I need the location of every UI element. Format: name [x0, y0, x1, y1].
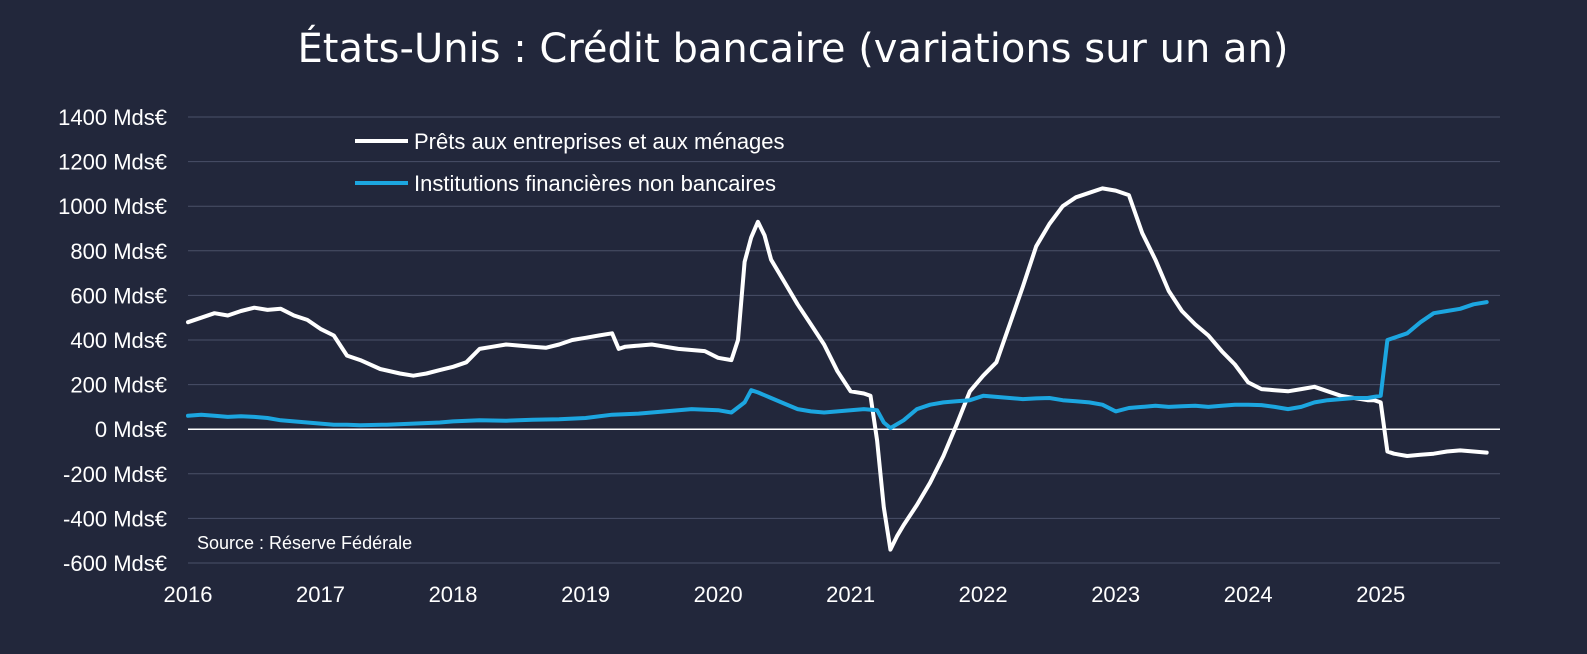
- x-tick-label: 2019: [561, 582, 610, 607]
- x-tick-label: 2025: [1356, 582, 1405, 607]
- y-tick-label: -200 Mds€: [63, 462, 167, 487]
- y-tick-label: 0 Mds€: [95, 417, 167, 442]
- y-tick-label: 400 Mds€: [70, 328, 167, 353]
- y-tick-label: -400 Mds€: [63, 506, 167, 531]
- series-line-nbfi: [186, 300, 1489, 431]
- y-tick-label: 1200 Mds€: [58, 150, 167, 175]
- y-tick-label: 1400 Mds€: [58, 105, 167, 130]
- x-tick-label: 2017: [296, 582, 345, 607]
- y-tick-label: 600 Mds€: [70, 283, 167, 308]
- source-note: Source : Réserve Fédérale: [197, 533, 412, 553]
- legend-label-nbfi: Institutions financières non bancaires: [414, 171, 776, 196]
- x-tick-label: 2018: [429, 582, 478, 607]
- x-tick-label: 2016: [164, 582, 213, 607]
- x-tick-label: 2020: [694, 582, 743, 607]
- series-lines: [186, 186, 1489, 552]
- y-tick-label: 800 Mds€: [70, 239, 167, 264]
- chart-title: États-Unis : Crédit bancaire (variations…: [298, 24, 1289, 72]
- x-axis: 2016 2017 2018 2019 2020 2021 2022 2023 2024 2025: [164, 582, 1406, 607]
- series-line-loans: [186, 186, 1489, 552]
- legend-label-loans: Prêts aux entreprises et aux ménages: [414, 129, 785, 154]
- x-tick-label: 2023: [1091, 582, 1140, 607]
- x-tick-label: 2022: [959, 582, 1008, 607]
- y-tick-label: -600 Mds€: [63, 551, 167, 576]
- x-tick-label: 2024: [1224, 582, 1273, 607]
- legend: Prêts aux entreprises et aux ménages Ins…: [355, 129, 785, 196]
- y-tick-label: 1000 Mds€: [58, 194, 167, 219]
- y-axis: -600 Mds€ -400 Mds€ -200 Mds€ 0 Mds€ 200 Mds…: [58, 105, 167, 576]
- x-tick-label: 2021: [826, 582, 875, 607]
- y-tick-label: 200 Mds€: [70, 373, 167, 398]
